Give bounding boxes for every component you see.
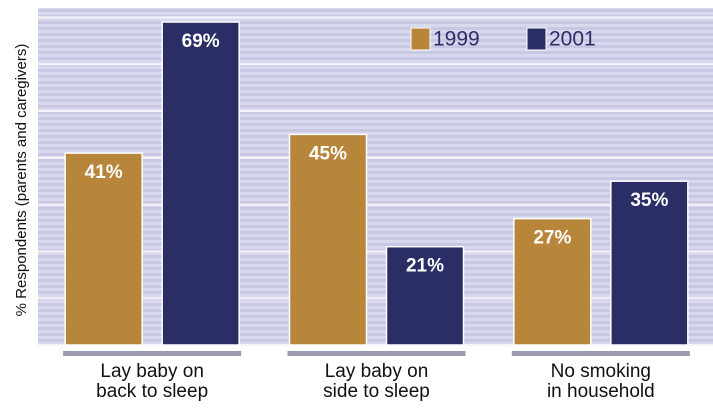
x-tick-label: Lay baby on side to sleep — [323, 361, 430, 402]
x-tick-label: Lay baby on back to sleep — [96, 361, 209, 402]
bar — [288, 133, 368, 346]
bar — [513, 217, 592, 346]
data-label: 45% — [309, 143, 347, 164]
data-label: 27% — [533, 228, 571, 249]
data-label: 35% — [630, 190, 668, 211]
category-underline — [287, 351, 466, 356]
legend-swatch — [410, 27, 431, 51]
y-axis-label: % Respondents (parents and caregivers) — [13, 44, 30, 317]
bar — [610, 180, 689, 346]
data-label: 41% — [85, 162, 123, 183]
legend-swatch — [526, 27, 547, 51]
data-label: 69% — [182, 31, 220, 52]
data-label: 21% — [406, 256, 444, 277]
bar — [161, 21, 240, 346]
category-underline — [511, 351, 690, 356]
bar — [385, 245, 465, 346]
bar — [64, 152, 143, 346]
x-tick-label: No smoking in household — [546, 361, 655, 402]
legend-label: 1999 — [433, 28, 480, 51]
category-underline — [63, 351, 242, 356]
legend-label: 2001 — [549, 28, 596, 51]
